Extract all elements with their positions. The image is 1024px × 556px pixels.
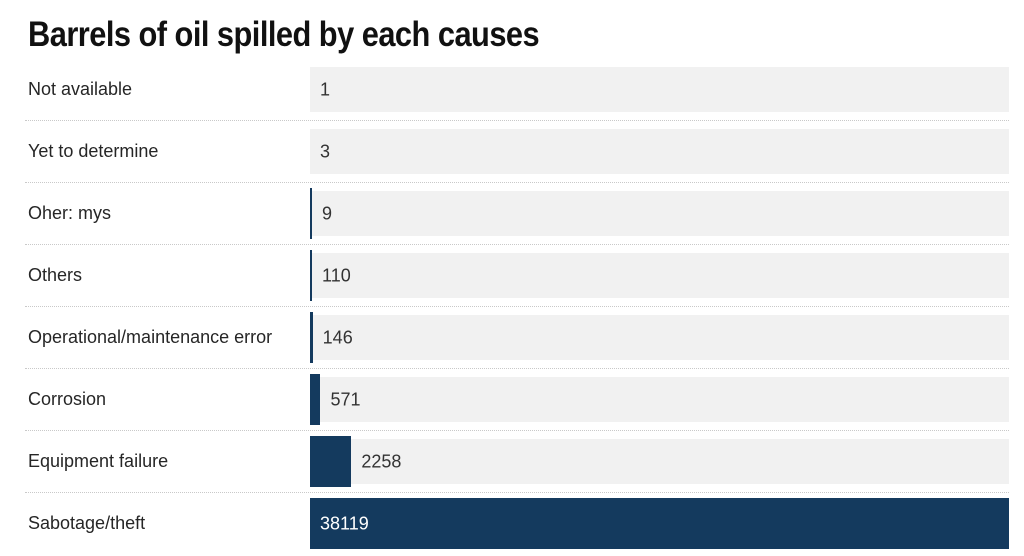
value-label: 1 [320, 79, 331, 99]
bar-track: 146 [310, 312, 1009, 363]
bar [310, 374, 321, 425]
chart-row: Others 110 [25, 244, 1009, 306]
chart-row: Not available 1 [25, 59, 1009, 120]
bar [310, 498, 1009, 549]
category-label: Sabotage/theft [28, 513, 146, 533]
bar-track: 110 [310, 250, 1009, 301]
category-label: Corrosion [28, 389, 107, 409]
category-label: Others [28, 265, 83, 285]
value-label: 2258 [361, 451, 402, 471]
category-label: Yet to determine [28, 141, 159, 161]
bar-track: 9 [310, 188, 1009, 239]
bar [310, 188, 312, 239]
category-label: Operational/maintenance error [28, 327, 273, 347]
bar [310, 312, 313, 363]
bar-track: 38119 [310, 498, 1009, 549]
bar [310, 436, 352, 487]
category-label: Not available [28, 79, 133, 99]
value-label: 110 [322, 265, 351, 285]
bar-track: 571 [310, 374, 1009, 425]
bar-track: 1 [310, 67, 1009, 112]
chart-row: Corrosion 571 [25, 368, 1009, 430]
chart-title: Barrels of oil spilled by each causes [0, 0, 1024, 57]
chart-row: Yet to determine 3 [25, 120, 1009, 182]
value-label: 571 [330, 389, 361, 409]
category-label: Equipment failure [28, 451, 169, 471]
category-label: Oher: mys [28, 203, 112, 223]
bar [310, 250, 313, 301]
chart-row: Equipment failure 2258 [25, 430, 1009, 492]
chart-row: Sabotage/theft 38119 [25, 492, 1009, 554]
bar-chart: Not available 1 Yet to determine 3 Oher: mys… [25, 59, 1009, 554]
value-label: 3 [320, 141, 331, 161]
value-label: 146 [322, 327, 353, 347]
bar-track: 2258 [310, 436, 1009, 487]
chart-row: Operational/maintenance error 146 [25, 306, 1009, 368]
chart-row: Oher: mys 9 [25, 182, 1009, 244]
bar-track: 3 [310, 129, 1009, 174]
value-label: 38119 [320, 513, 369, 533]
value-label: 9 [322, 203, 333, 223]
chart-title-text: Barrels of oil spilled by each causes [28, 15, 540, 54]
